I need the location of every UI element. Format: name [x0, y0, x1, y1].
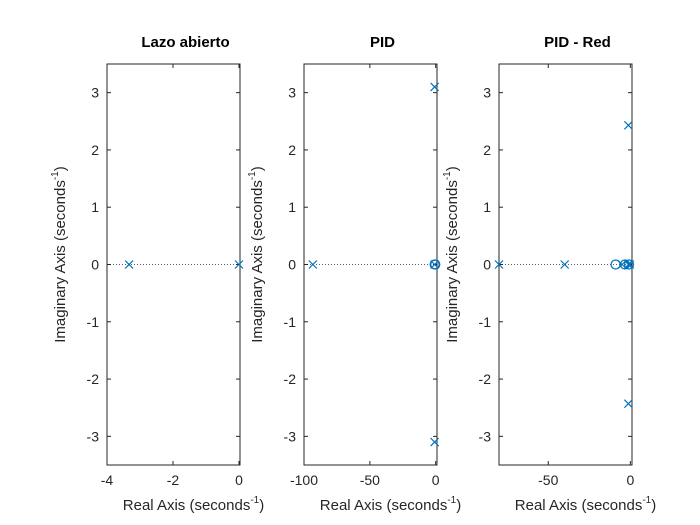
- chart-title: PID - Red: [544, 34, 611, 51]
- pole-marker: [234, 260, 244, 269]
- pzmap-panel-3: -50 0 -3 -2 -1 0 1 2 3 PID - Red Real Axis (second…: [442, 34, 656, 514]
- y-axis-label-text: Imaginary Axis (seconds: [52, 180, 69, 343]
- y-axis-label-exponent: -1: [442, 171, 453, 180]
- y-axis-label-close: ): [444, 166, 461, 171]
- y-axis-label: Imaginary Axis (seconds-1): [442, 166, 461, 342]
- y-tick-label: 3: [483, 85, 491, 101]
- y-axis-label: Imaginary Axis (seconds-1): [50, 166, 69, 342]
- x-tick-label: -2: [167, 472, 180, 488]
- y-tick-label: 3: [91, 85, 99, 101]
- x-tick-label: -50: [538, 472, 558, 488]
- pole-marker: [494, 260, 504, 269]
- x-axis-label-text: Real Axis (seconds: [320, 497, 448, 514]
- x-axis-label-text: Real Axis (seconds: [515, 497, 643, 514]
- y-tick-label: -3: [284, 428, 297, 444]
- y-tick-label: 2: [288, 142, 296, 158]
- pole-marker: [625, 260, 635, 269]
- x-tick-label: -100: [290, 472, 318, 488]
- y-axis-label-text: Imaginary Axis (seconds: [444, 180, 461, 343]
- x-tick-label: 0: [432, 472, 440, 488]
- pole-marker: [617, 260, 627, 269]
- x-axis-label-text: Real Axis (seconds: [123, 497, 251, 514]
- x-axis-label-close: ): [456, 497, 461, 514]
- pole-marker: [308, 260, 318, 269]
- y-axis-label-close: ): [249, 166, 266, 171]
- y-axis-label-text: Imaginary Axis (seconds: [249, 180, 266, 343]
- x-axis-label: Real Axis (seconds-1): [123, 495, 264, 514]
- y-tick-label: -1: [284, 314, 297, 330]
- y-tick-label: -3: [87, 428, 100, 444]
- y-tick-label: 2: [91, 142, 99, 158]
- zero-marker: [623, 259, 635, 270]
- x-axis-label-exponent: -1: [642, 495, 651, 506]
- y-tick-label: -1: [87, 314, 100, 330]
- x-axis-label-exponent: -1: [447, 495, 456, 506]
- chart-title: Lazo abierto: [141, 34, 229, 51]
- y-tick-label: -2: [479, 371, 492, 387]
- x-tick-label: 0: [235, 472, 243, 488]
- x-axis-label: Real Axis (seconds-1): [320, 495, 461, 514]
- pole-marker: [623, 120, 633, 130]
- y-tick-label: -3: [479, 428, 492, 444]
- chart-title: PID: [370, 34, 395, 51]
- x-axis-label-close: ): [651, 497, 656, 514]
- y-tick-label: 0: [288, 257, 296, 273]
- x-tick-label: 0: [626, 472, 634, 488]
- y-axis-label-exponent: -1: [247, 171, 258, 180]
- y-tick-label: 3: [288, 85, 296, 101]
- x-tick-label: -50: [360, 472, 380, 488]
- pole-marker: [430, 260, 440, 269]
- y-tick-label: 0: [483, 257, 491, 273]
- y-tick-label: -2: [284, 371, 297, 387]
- y-tick-label: 1: [91, 199, 99, 215]
- pole-marker: [430, 82, 440, 92]
- y-tick-label: 1: [288, 199, 296, 215]
- y-tick-label: -2: [87, 371, 100, 387]
- y-axis-label: Imaginary Axis (seconds-1): [247, 166, 266, 342]
- y-axis-label-close: ): [52, 166, 69, 171]
- pole-marker: [560, 260, 570, 269]
- pzmap-panel-1: -4 -2 0 -3 -2 -1 0 1 2 3 Lazo abierto Real Axis (se…: [50, 34, 264, 514]
- y-tick-label: 0: [91, 257, 99, 273]
- pole-marker: [623, 399, 633, 409]
- y-tick-label: -1: [479, 314, 492, 330]
- y-tick-label: 1: [483, 199, 491, 215]
- y-axis-label-exponent: -1: [50, 171, 61, 180]
- x-axis-label: Real Axis (seconds-1): [515, 495, 656, 514]
- x-axis-label-exponent: -1: [250, 495, 259, 506]
- pole-marker: [623, 260, 633, 269]
- pole-marker: [124, 260, 134, 269]
- x-tick-label: -4: [101, 472, 114, 488]
- y-tick-label: 2: [483, 142, 491, 158]
- pole-marker: [430, 437, 440, 447]
- x-axis-label-close: ): [259, 497, 264, 514]
- zero-marker: [430, 259, 441, 270]
